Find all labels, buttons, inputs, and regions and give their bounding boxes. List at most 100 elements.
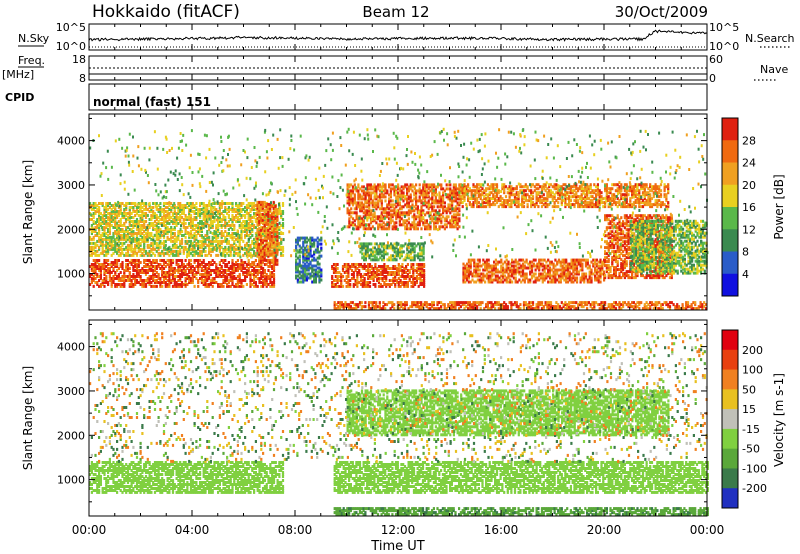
power-cell [510, 187, 513, 191]
power-cell [202, 214, 205, 217]
power-cell [162, 234, 166, 237]
power-cell [204, 277, 207, 280]
power-cell [406, 281, 409, 284]
power-cell [211, 277, 214, 280]
power-cell [189, 279, 193, 282]
power-cell [254, 253, 257, 257]
power-cell [389, 193, 392, 197]
power-cell [267, 236, 270, 240]
power-cell [121, 277, 124, 280]
power-cell [495, 183, 499, 187]
power-cell [549, 191, 553, 195]
power-cell [382, 207, 385, 211]
power-cell [373, 197, 376, 201]
power-cell [114, 224, 117, 227]
power-cell [157, 243, 160, 247]
power-cell [137, 247, 140, 251]
power-cell [372, 273, 375, 276]
power-cell [148, 279, 151, 282]
power-cell [148, 249, 151, 253]
power-cell [128, 253, 131, 257]
power-cell [524, 185, 527, 189]
power-cell [459, 195, 462, 199]
power-cell [215, 265, 218, 268]
power-cell [522, 195, 526, 199]
power-cell [375, 193, 378, 197]
power-cell [186, 283, 189, 286]
power-cell [202, 241, 205, 245]
power-cell [311, 274, 314, 278]
power-cell [121, 216, 124, 219]
power-cell [211, 241, 214, 245]
power-cell [400, 193, 403, 197]
power-cell [162, 222, 166, 225]
power-cell [155, 237, 158, 241]
power-cell [229, 249, 232, 253]
power-cell [418, 254, 422, 258]
power-cell [334, 279, 337, 282]
power-cell [360, 197, 364, 201]
power-cell [274, 258, 277, 262]
power-cell [128, 222, 131, 225]
power-cell [96, 226, 99, 229]
power-cell [189, 235, 193, 239]
power-cell [180, 263, 184, 266]
power-cell [121, 224, 124, 227]
power-cell [415, 223, 418, 227]
power-cell [515, 201, 518, 205]
power-cell [141, 218, 144, 221]
power-cell [372, 269, 375, 272]
power-cell [363, 244, 366, 248]
power-cell [373, 201, 376, 205]
power-cell [413, 215, 416, 219]
power-cell [134, 220, 137, 223]
power-cell [231, 208, 234, 211]
power-cell [175, 243, 178, 247]
power-cell [504, 185, 508, 189]
power-cell [258, 237, 261, 241]
power-cell [366, 250, 369, 254]
power-cell [544, 185, 547, 189]
power-cell [535, 201, 538, 205]
power-cell [90, 204, 93, 207]
power-cell [474, 185, 477, 189]
power-cell [369, 209, 373, 213]
power-cell [508, 185, 511, 189]
power-cell [135, 218, 139, 221]
power-cell [388, 223, 391, 227]
power-cell [159, 263, 162, 266]
power-cell [215, 269, 218, 272]
power-cell [260, 240, 263, 244]
power-cell [385, 283, 388, 286]
power-cell [159, 202, 162, 205]
power-cell [263, 269, 266, 272]
power-cell [384, 187, 387, 191]
power-cell [452, 209, 455, 213]
power-cell [476, 189, 479, 193]
power-cell [137, 259, 140, 262]
power-cell [380, 217, 383, 221]
power-cell [379, 277, 382, 280]
power-cell [409, 248, 412, 252]
power-cell [456, 201, 459, 205]
power-cell [316, 256, 319, 260]
power-cell [173, 234, 176, 237]
power-cell [451, 201, 454, 205]
power-cell [253, 269, 256, 272]
power-cell [107, 230, 110, 233]
power-cell [413, 250, 416, 254]
power-cell [373, 258, 376, 262]
power-cell [402, 213, 405, 217]
power-cell [170, 228, 173, 231]
power-cell [189, 224, 193, 227]
power-cell [263, 281, 266, 284]
power-cell [191, 210, 194, 213]
power-cell [397, 191, 400, 195]
power-cell [436, 205, 439, 209]
power-cell [251, 228, 254, 231]
power-cell [296, 264, 299, 268]
power-cell [182, 251, 185, 255]
power-cell [143, 202, 146, 205]
power-cell [227, 210, 230, 213]
power-cell [499, 199, 502, 203]
